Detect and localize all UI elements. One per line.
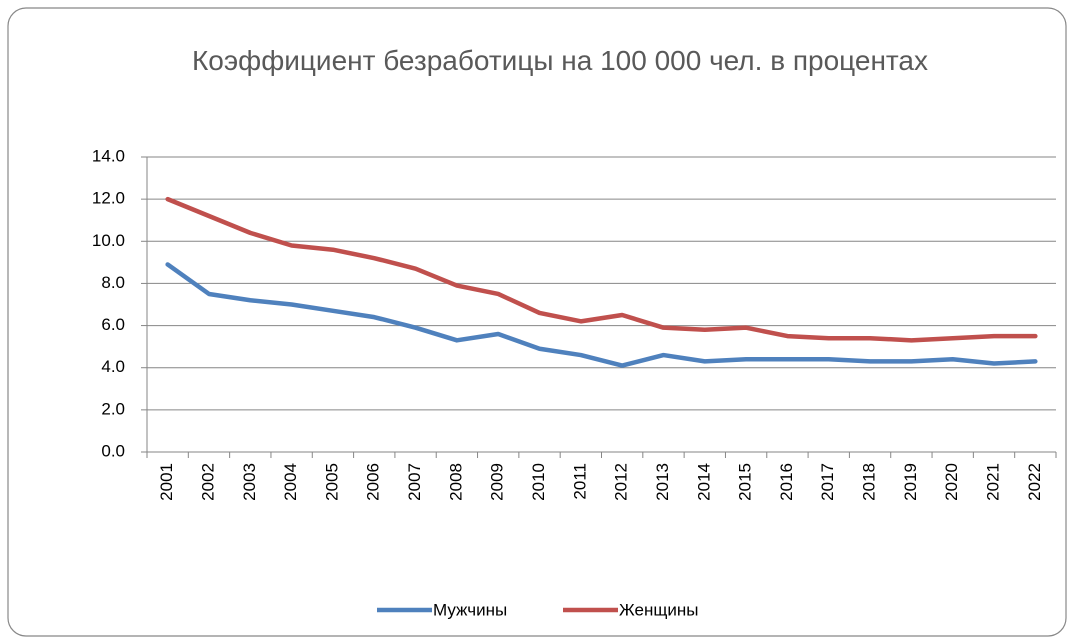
y-tick-label: 0.0 xyxy=(101,441,125,460)
x-tick-label: 2019 xyxy=(901,463,920,501)
x-tick-label: 2004 xyxy=(281,463,300,501)
x-tick-label: 2020 xyxy=(942,463,961,501)
x-tick-label: 2010 xyxy=(529,463,548,501)
y-tick-label: 12.0 xyxy=(92,189,125,208)
x-tick-label: 2022 xyxy=(1025,463,1044,501)
y-tick-label: 10.0 xyxy=(92,231,125,250)
legend-label: Мужчины xyxy=(433,600,507,619)
x-tick-label: 2016 xyxy=(777,463,796,501)
x-tick-label: 2007 xyxy=(405,463,424,501)
x-tick-label: 2003 xyxy=(240,463,259,501)
y-tick-label: 8.0 xyxy=(101,273,125,292)
x-tick-label: 2017 xyxy=(818,463,837,501)
y-tick-label: 4.0 xyxy=(101,357,125,376)
x-tick-label: 2008 xyxy=(446,463,465,501)
x-tick-label: 2013 xyxy=(653,463,672,501)
x-tick-label: 2015 xyxy=(736,463,755,501)
x-tick-label: 2001 xyxy=(157,463,176,501)
x-tick-label: 2002 xyxy=(198,463,217,501)
x-tick-label: 2014 xyxy=(694,463,713,501)
y-tick-label: 14.0 xyxy=(92,146,125,165)
y-tick-label: 2.0 xyxy=(101,399,125,418)
x-tick-label: 2021 xyxy=(984,463,1003,501)
x-tick-label: 2009 xyxy=(488,463,507,501)
x-tick-label: 2012 xyxy=(612,463,631,501)
y-tick-label: 6.0 xyxy=(101,315,125,334)
x-tick-label: 2006 xyxy=(364,463,383,501)
series-line xyxy=(165,262,1038,368)
series-line xyxy=(165,196,1038,343)
chart-frame xyxy=(7,7,1067,637)
x-tick-label: 2018 xyxy=(860,463,879,501)
x-tick-label: 2005 xyxy=(322,463,341,501)
x-tick-label: 2011 xyxy=(570,463,589,500)
legend-label: Женщины xyxy=(619,600,698,619)
chart-title: Коэффициент безработицы на 100 000 чел. … xyxy=(192,45,928,76)
